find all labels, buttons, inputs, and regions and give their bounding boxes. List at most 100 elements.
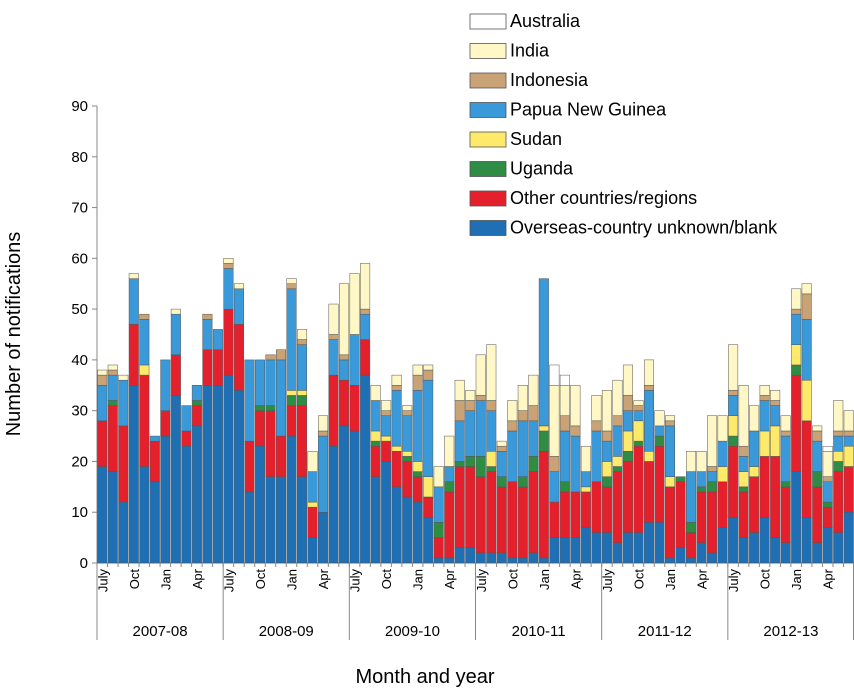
bar-segment xyxy=(139,319,150,366)
bar-segment xyxy=(780,481,791,488)
bar-segment xyxy=(381,415,392,437)
bar-segment xyxy=(128,385,139,564)
bar-segment xyxy=(601,430,612,442)
bar-segment xyxy=(360,313,371,340)
bar-segment xyxy=(643,522,654,564)
bar-segment xyxy=(622,364,633,396)
bar-segment xyxy=(318,511,329,564)
bar-segment xyxy=(749,405,760,432)
bar-segment xyxy=(801,283,812,295)
bar-segment xyxy=(801,293,812,320)
bar-segment xyxy=(170,354,181,396)
bar-segment xyxy=(465,547,476,564)
bar-segment xyxy=(717,415,728,442)
bar-segment xyxy=(559,385,570,416)
bar-segment xyxy=(759,395,770,401)
bar-segment xyxy=(686,522,697,533)
bar-segment xyxy=(570,435,581,493)
bar-segment xyxy=(412,461,423,472)
bar-segment xyxy=(791,364,802,376)
bar-segment xyxy=(202,349,213,386)
bar-segment xyxy=(717,440,728,467)
bar-segment xyxy=(118,374,129,381)
x-tick-label: July xyxy=(600,569,615,593)
bar-segment xyxy=(507,430,518,483)
bar-segment xyxy=(696,471,707,488)
bar-segment xyxy=(665,420,676,427)
bar-segment xyxy=(812,542,823,564)
x-tick-label: Oct xyxy=(127,569,142,590)
bar-segment xyxy=(496,440,507,447)
bar-segment xyxy=(728,435,739,447)
bar-segment xyxy=(381,440,392,462)
bar-segment xyxy=(559,491,570,538)
bar-segment xyxy=(780,415,791,432)
bar-segment xyxy=(370,385,381,401)
bar-segment xyxy=(528,471,539,554)
bar-segment xyxy=(791,471,802,564)
bar-segment xyxy=(454,466,465,549)
bar-segment xyxy=(843,410,854,432)
bar-segment xyxy=(318,435,329,513)
y-tick-label: 70 xyxy=(71,200,88,217)
bar-segment xyxy=(707,481,718,493)
bar-segment xyxy=(423,517,434,564)
bar-segment xyxy=(570,537,581,564)
bar-segment xyxy=(833,532,844,564)
bar-segment xyxy=(528,420,539,457)
bar-segment xyxy=(549,364,560,386)
bar-segment xyxy=(160,410,171,437)
y-tick-label: 90 xyxy=(71,98,88,115)
bar-segment xyxy=(433,537,444,559)
bar-segment xyxy=(297,405,308,477)
bar-segment xyxy=(675,476,686,483)
bar-segment xyxy=(507,400,518,422)
bar-segment xyxy=(580,471,591,488)
bar-segment xyxy=(517,385,528,411)
bar-segment xyxy=(254,410,265,447)
bar-segment xyxy=(559,374,570,386)
bar-segment xyxy=(738,385,749,447)
bar-segment xyxy=(202,313,213,320)
bar-segment xyxy=(97,385,108,422)
bar-segment xyxy=(475,476,486,554)
bar-segment xyxy=(423,476,434,498)
x-tick-label: Jan xyxy=(158,569,173,590)
bar-segment xyxy=(191,425,202,564)
y-axis-title: Number of notifications xyxy=(3,232,25,437)
bar-segment xyxy=(833,430,844,437)
bar-segment xyxy=(686,557,697,564)
bar-segment xyxy=(707,466,718,472)
legend-label: Overseas-country unknown/blank xyxy=(510,218,778,238)
bar-segment xyxy=(812,471,823,488)
bar-segment xyxy=(97,369,108,376)
bar-segment xyxy=(696,451,707,472)
bar-segment xyxy=(349,334,360,386)
bar-segment xyxy=(391,374,402,386)
bar-segment xyxy=(749,466,760,477)
bar-segment xyxy=(812,425,823,432)
y-tick-label: 10 xyxy=(71,504,88,521)
bar-segment xyxy=(433,466,444,488)
bar-segment xyxy=(780,435,791,483)
bar-segment xyxy=(475,400,486,457)
bar-segment xyxy=(454,420,465,462)
bar-segment xyxy=(538,425,549,432)
bar-segment xyxy=(791,308,802,315)
x-tick-label: Apr xyxy=(316,568,331,589)
bar-segment xyxy=(275,349,287,361)
bar-segment xyxy=(486,471,497,554)
bar-segment xyxy=(686,451,697,472)
bar-segment xyxy=(181,430,192,447)
bar-segment xyxy=(149,440,160,483)
bar-segment xyxy=(307,471,318,503)
bar-segment xyxy=(254,445,265,564)
bar-segment xyxy=(370,476,381,564)
bar-segment xyxy=(107,374,118,401)
y-tick-label: 40 xyxy=(71,352,88,369)
bar-segment xyxy=(780,486,791,543)
bar-segment xyxy=(402,410,413,416)
bar-segment xyxy=(507,557,518,564)
bar-segment xyxy=(454,547,465,564)
bar-segment xyxy=(223,263,234,269)
